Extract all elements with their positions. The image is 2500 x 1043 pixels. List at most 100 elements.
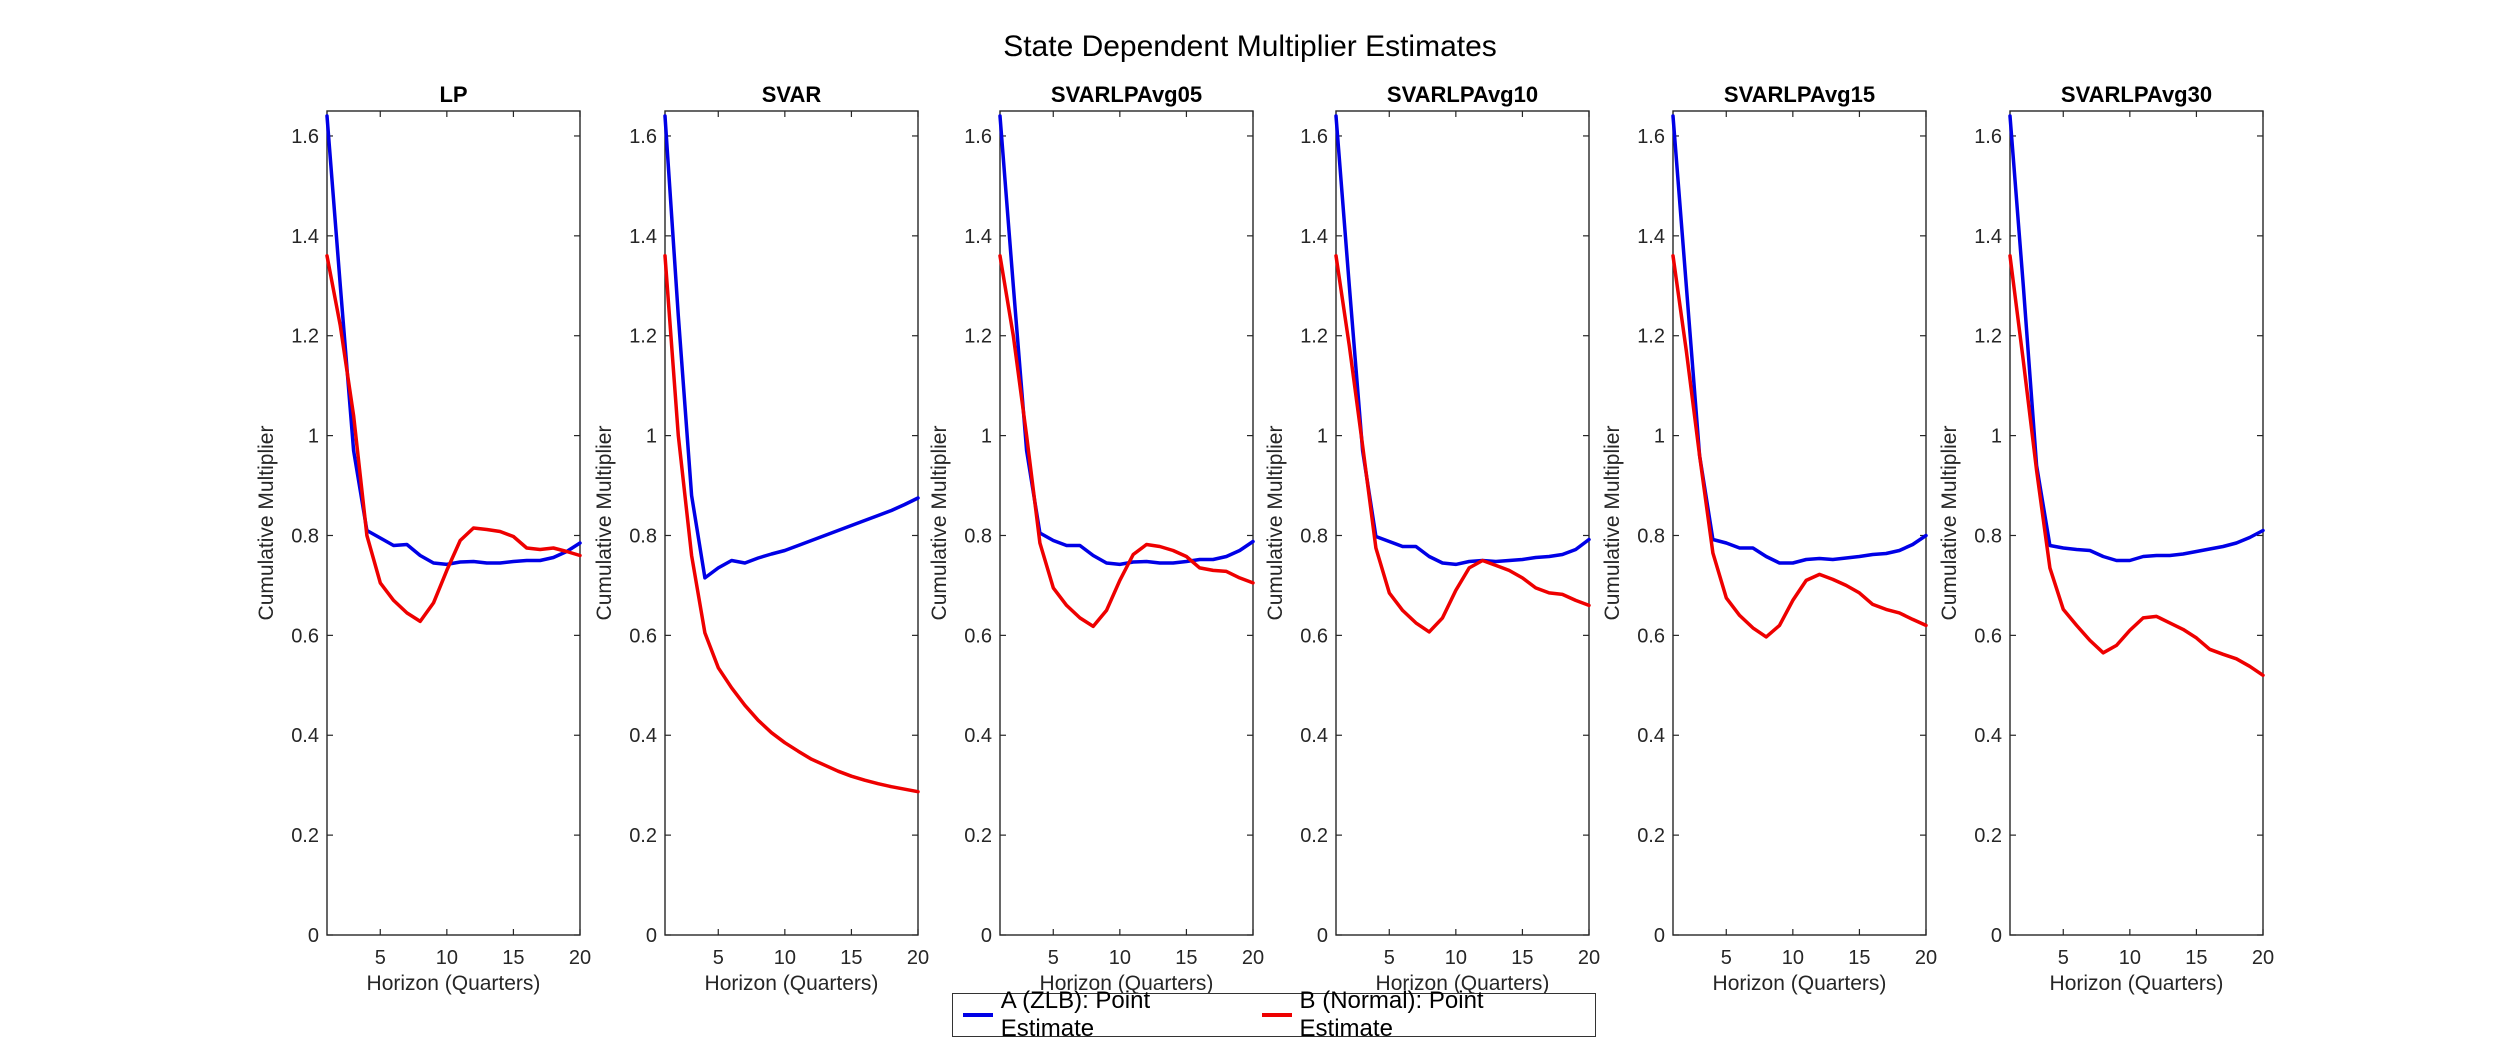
y-tick-label: 0.2 — [1637, 825, 1665, 847]
y-tick-label: 0.4 — [1637, 725, 1665, 747]
y-tick-label: 0.6 — [1300, 625, 1328, 647]
series-line-normal — [325, 254, 582, 624]
legend-swatch-normal — [1261, 1013, 1292, 1017]
x-tick-label: 15 — [1848, 947, 1870, 969]
series-line-zlb — [325, 114, 582, 567]
y-tick-label: 1.6 — [964, 126, 992, 148]
legend: A (ZLB): Point Estimate B (Normal): Poin… — [952, 987, 1596, 1042]
y-tick-label: 0.6 — [291, 625, 319, 647]
subplot-4: 0 0.2 0.4 0.6 0.8 1 1.2 1.4 1.6 5 10 15 20 SVARLPAvg1… — [1264, 82, 1600, 995]
series-line-zlb — [2008, 114, 2265, 563]
x-tick-label: 5 — [2058, 947, 2069, 969]
x-tick-label: 20 — [907, 947, 929, 969]
y-tick-label: 0.4 — [1300, 725, 1328, 747]
y-axis-label: Cumulative Multiplier — [1938, 426, 1961, 621]
y-tick-label: 1.2 — [629, 326, 657, 348]
y-tick-label: 1.6 — [1974, 126, 2002, 148]
x-tick-label: 20 — [569, 947, 591, 969]
subplot-title: SVAR — [762, 82, 822, 107]
x-tick-label: 15 — [840, 947, 862, 969]
x-tick-label: 5 — [1384, 947, 1395, 969]
subplot-title: SVARLPAvg10 — [1387, 82, 1538, 107]
y-tick-label: 1.4 — [629, 226, 657, 248]
y-tick-label: 0.8 — [291, 525, 319, 547]
x-tick-label: 20 — [2252, 947, 2274, 969]
subplot-title: SVARLPAvg15 — [1724, 82, 1875, 107]
x-axis-label: Horizon (Quarters) — [1713, 972, 1887, 995]
y-tick-label: 1 — [646, 426, 657, 448]
x-tick-label: 15 — [1511, 947, 1533, 969]
x-tick-label: 20 — [1578, 947, 1600, 969]
y-tick-label: 0 — [1991, 925, 2002, 947]
y-tick-label: 0.4 — [1974, 725, 2002, 747]
y-axis-label: Cumulative Multiplier — [255, 426, 278, 621]
y-tick-label: 0.6 — [629, 625, 657, 647]
y-tick-label: 1.6 — [1637, 126, 1665, 148]
y-axis-label: Cumulative Multiplier — [1264, 426, 1287, 621]
subplot-title: SVARLPAvg05 — [1051, 82, 1202, 107]
subplot-1: 0 0.2 0.4 0.6 0.8 1 1.2 1.4 1.6 5 10 15 20 LP Horizon … — [255, 82, 591, 995]
y-tick-label: 1 — [1654, 426, 1665, 448]
y-tick-label: 0.2 — [1974, 825, 2002, 847]
series-line-zlb — [1334, 114, 1591, 567]
y-tick-label: 0.2 — [291, 825, 319, 847]
subplot-5: 0 0.2 0.4 0.6 0.8 1 1.2 1.4 1.6 5 10 15 20 SVARLPAvg1… — [1601, 82, 1937, 995]
axes-box — [326, 110, 581, 936]
series-line-normal — [2008, 254, 2265, 678]
y-tick-label: 0.6 — [964, 625, 992, 647]
series-line-zlb — [663, 114, 920, 580]
y-tick-label: 0.8 — [1974, 525, 2002, 547]
axes-box — [1335, 110, 1590, 936]
y-tick-label: 0.2 — [1300, 825, 1328, 847]
subplot-3: 0 0.2 0.4 0.6 0.8 1 1.2 1.4 1.6 5 10 15 20 SVARLPAvg0… — [928, 82, 1264, 995]
series-line-normal — [1671, 254, 1928, 639]
y-tick-label: 0 — [646, 925, 657, 947]
y-tick-label: 1.4 — [1300, 226, 1328, 248]
legend-label-zlb: A (ZLB): Point Estimate — [1000, 987, 1151, 1042]
y-tick-label: 0.8 — [1300, 525, 1328, 547]
y-tick-label: 1.2 — [291, 326, 319, 348]
y-tick-label: 0.8 — [964, 525, 992, 547]
series-line-normal — [1334, 254, 1591, 634]
y-tick-label: 1 — [308, 426, 319, 448]
y-tick-label: 1.2 — [1300, 326, 1328, 348]
x-tick-label: 15 — [1175, 947, 1197, 969]
y-tick-label: 0.8 — [1637, 525, 1665, 547]
x-tick-label: 10 — [436, 947, 458, 969]
y-tick-label: 0 — [1654, 925, 1665, 947]
y-tick-label: 0 — [981, 925, 992, 947]
x-tick-label: 10 — [2119, 947, 2141, 969]
x-axis-label: Horizon (Quarters) — [1376, 972, 1550, 995]
y-tick-label: 0.6 — [1974, 625, 2002, 647]
x-tick-label: 10 — [1445, 947, 1467, 969]
legend-item-zlb: A (ZLB): Point Estimate — [963, 987, 1248, 1043]
y-tick-label: 1.6 — [291, 126, 319, 148]
y-tick-label: 0.4 — [629, 725, 657, 747]
x-tick-label: 5 — [1721, 947, 1732, 969]
y-axis-label: Cumulative Multiplier — [593, 426, 616, 621]
y-axis-label: Cumulative Multiplier — [1601, 426, 1624, 621]
x-tick-label: 10 — [774, 947, 796, 969]
subplot-2: 0 0.2 0.4 0.6 0.8 1 1.2 1.4 1.6 5 10 15 20 SVAR Horizo… — [593, 82, 929, 995]
y-tick-label: 0.2 — [629, 825, 657, 847]
y-tick-label: 1.2 — [964, 326, 992, 348]
y-tick-label: 1.6 — [1300, 126, 1328, 148]
y-tick-label: 0.2 — [964, 825, 992, 847]
axes-box — [664, 110, 919, 936]
x-tick-label: 10 — [1782, 947, 1804, 969]
axes-box — [999, 110, 1254, 936]
x-tick-label: 20 — [1242, 947, 1264, 969]
subplot-title: SVARLPAvg30 — [2061, 82, 2212, 107]
x-axis-label: Horizon (Quarters) — [1040, 972, 1214, 995]
x-tick-label: 5 — [713, 947, 724, 969]
y-tick-label: 0.4 — [964, 725, 992, 747]
series-line-normal — [998, 254, 1255, 629]
x-tick-label: 20 — [1915, 947, 1937, 969]
x-tick-label: 5 — [1048, 947, 1059, 969]
legend-item-normal: B (Normal): Point Estimate — [1261, 987, 1581, 1043]
figure-title: State Dependent Multiplier Estimates — [1003, 30, 1497, 63]
y-tick-label: 0.8 — [629, 525, 657, 547]
legend-label-normal: B (Normal): Point Estimate — [1299, 987, 1484, 1042]
axes-box — [2009, 110, 2264, 936]
